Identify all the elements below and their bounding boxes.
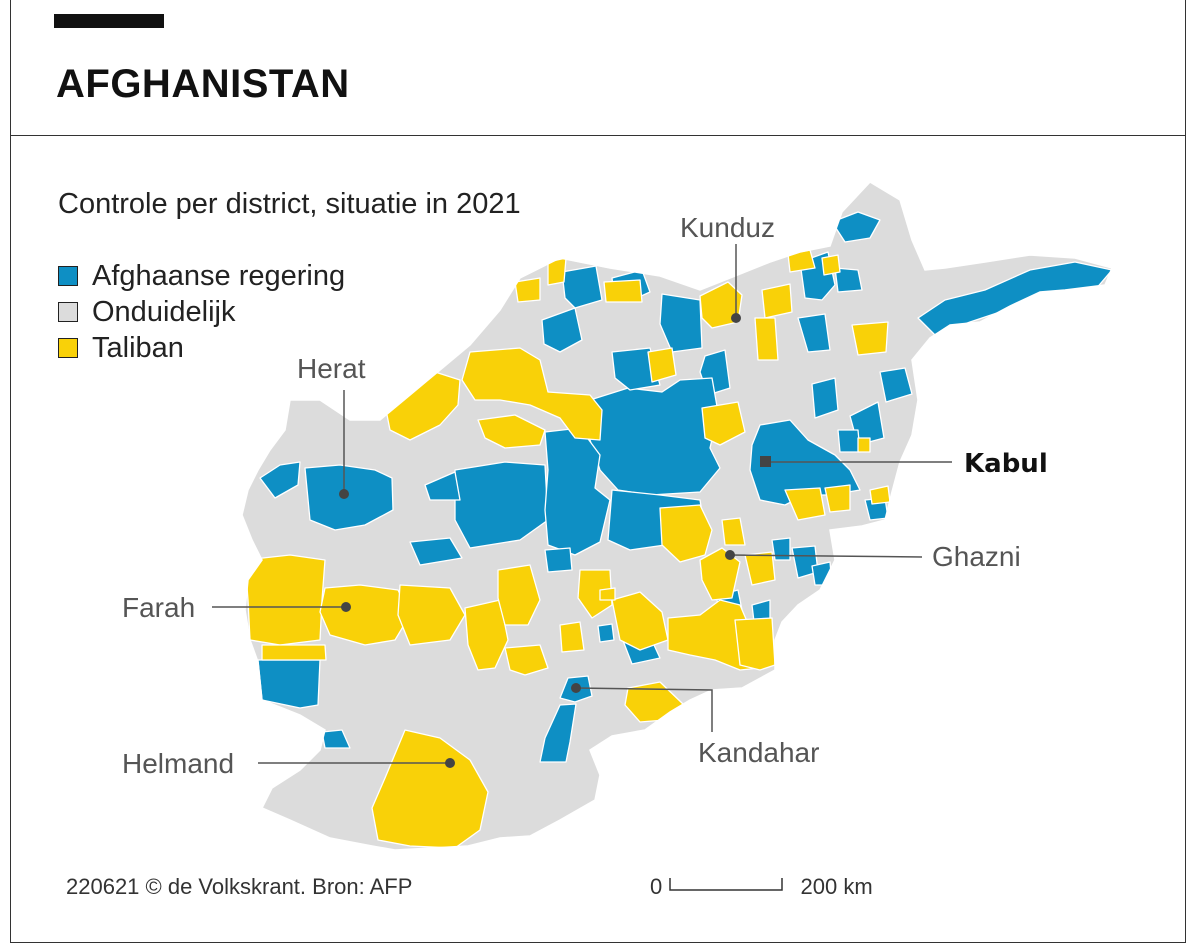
graphic-frame	[10, 0, 1186, 943]
map-subtitle: Controle per district, situatie in 2021	[58, 188, 521, 220]
kabul-marker	[760, 456, 771, 467]
source-credit: 220621 © de Volkskrant. Bron: AFP	[66, 874, 413, 899]
helmand-label: Helmand	[122, 748, 234, 779]
legend-swatch-taliban	[58, 338, 78, 358]
legend-label-government: Afghaanse regering	[92, 259, 346, 292]
legend-item-unclear: Onduidelijk	[58, 294, 345, 330]
scale-start-label: 0	[650, 874, 663, 899]
herat-marker	[339, 489, 349, 499]
map-title: AFGHANISTAN	[56, 62, 350, 106]
scale-labels: 0 200 km	[650, 874, 873, 900]
legend-label-taliban: Taliban	[92, 331, 184, 364]
title-divider	[10, 135, 1186, 136]
kandahar-leader-line	[575, 687, 713, 732]
kabul-label: Kabul	[964, 449, 1048, 479]
kandahar-marker	[571, 683, 581, 693]
legend-item-taliban: Taliban	[58, 330, 345, 366]
legend-swatch-unclear	[58, 302, 78, 322]
ghazni-leader-line	[729, 554, 923, 558]
district-map-fill	[241, 181, 1113, 851]
legend-swatch-government	[58, 266, 78, 286]
city-annotations: Kunduz Herat Kabul Ghazni Farah Kandahar…	[122, 212, 1048, 779]
taliban-districts	[244, 249, 891, 849]
scale-end-label: 200 km	[800, 874, 873, 899]
herat-label: Herat	[297, 353, 366, 384]
scale-bar	[669, 878, 783, 891]
farah-label: Farah	[122, 592, 195, 623]
kunduz-label: Kunduz	[680, 212, 775, 243]
kunduz-marker	[731, 313, 741, 323]
ghazni-marker	[725, 550, 735, 560]
header-bar	[54, 14, 164, 28]
helmand-marker	[445, 758, 455, 768]
legend: Afghaanse regering Onduidelijk Taliban	[58, 258, 345, 366]
legend-label-unclear: Onduidelijk	[92, 295, 236, 328]
legend-item-government: Afghaanse regering	[58, 258, 345, 294]
kandahar-label: Kandahar	[698, 737, 819, 768]
ghazni-label: Ghazni	[932, 541, 1021, 572]
farah-marker	[341, 602, 351, 612]
